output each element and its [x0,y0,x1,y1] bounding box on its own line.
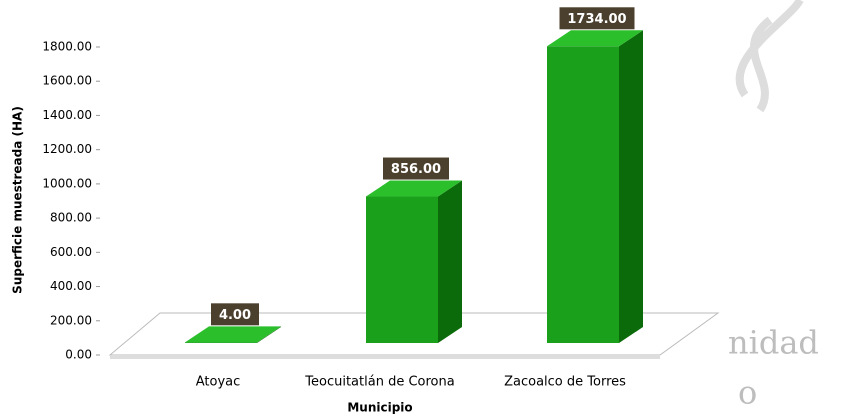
x-tick-label: Atoyac [196,375,241,390]
y-tick-label: 1800.00 [42,40,92,54]
value-label-box [559,7,635,30]
value-label: 4.00 [219,308,251,323]
bar-top [547,30,643,47]
watermark-shape [735,0,804,113]
value-label: 856.00 [391,162,441,177]
y-tick-label: 400.00 [50,279,92,293]
y-tick-label: 0.00 [65,348,92,362]
y-axis-title: Superficie muestreada (HA) [11,106,25,294]
bar [366,196,438,343]
y-tick-label: 200.00 [50,313,92,327]
watermark-text: o [738,374,757,412]
bar-side [257,326,281,343]
y-tick-label: 600.00 [50,245,92,259]
y-tick-label: 1400.00 [42,108,92,122]
bar [547,46,619,343]
bar-side [438,180,462,343]
y-tick-label: 1000.00 [42,176,92,190]
y-tick-label: 1600.00 [42,74,92,88]
bar-side [619,30,643,343]
y-tick-label: 800.00 [50,211,92,225]
bar-top [366,180,462,197]
y-tick-label: 1200.00 [42,142,92,156]
floor-edge [110,355,660,359]
value-label-box [383,157,449,180]
bar [185,342,257,343]
watermark-text: nidad [728,324,819,362]
x-axis-title: Municipio [347,401,412,415]
x-tick-label: Teocuitatlán de Corona [304,375,454,390]
x-tick-label: Zacoalco de Torres [504,375,626,390]
value-label: 1734.00 [567,12,626,27]
value-label-box [211,303,259,326]
bar-top [185,326,281,343]
